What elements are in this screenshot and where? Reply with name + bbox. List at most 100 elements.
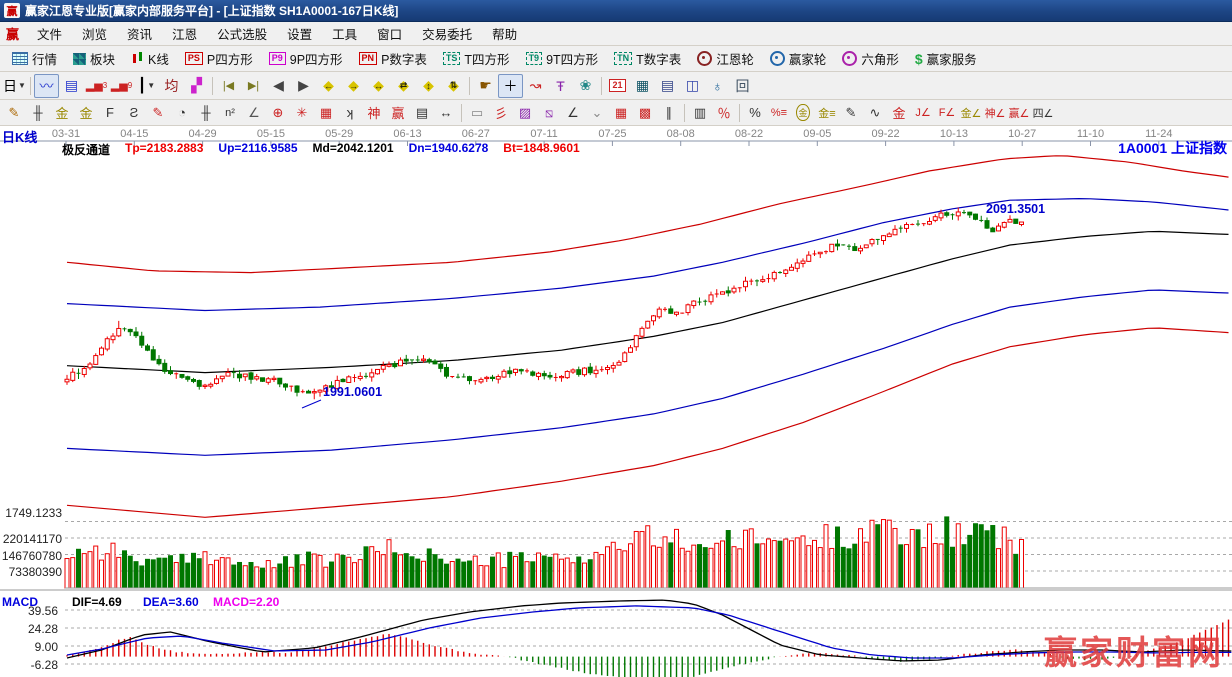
grid-box[interactable]: ▩ bbox=[633, 102, 657, 124]
pattern-tool[interactable]: ❀ bbox=[573, 74, 598, 98]
nav-prev[interactable]: ◀ bbox=[266, 74, 291, 98]
gann-t-tool[interactable]: Ŧ bbox=[548, 74, 573, 98]
chart-area[interactable]: 03-31 04-15 04-29 05-15 05-29 06-13 06-27 07-11… bbox=[0, 126, 1232, 677]
hand-tool[interactable]: ☛ bbox=[473, 74, 498, 98]
winner-angle[interactable]: 赢∠ bbox=[1007, 102, 1031, 124]
k-marker[interactable]: ʞ bbox=[338, 102, 362, 124]
gann-grid-box[interactable]: ▦ bbox=[314, 102, 338, 124]
fib-grid[interactable]: F bbox=[98, 102, 122, 124]
pen-candle[interactable]: ✎ bbox=[839, 102, 863, 124]
calculator[interactable]: ▦ bbox=[630, 74, 655, 98]
toolbar-button-T数字表[interactable]: TN T数字表 bbox=[606, 46, 689, 71]
gold-circle-icon: 金 bbox=[796, 104, 810, 121]
crosshair-tool[interactable]: ＋ bbox=[498, 73, 523, 98]
toolbar-button-江恩轮[interactable]: 江恩轮 bbox=[689, 46, 762, 71]
nav-last[interactable]: ▶| bbox=[241, 74, 266, 98]
gann-star[interactable]: ✳ bbox=[290, 102, 314, 124]
color-style[interactable]: ▞ bbox=[184, 74, 209, 98]
spiral-grid[interactable]: Ƨ bbox=[122, 102, 146, 124]
red-pen-grid[interactable]: ✎ bbox=[146, 102, 170, 124]
column-chart[interactable]: ▥ bbox=[688, 102, 712, 124]
zoom-y[interactable]: ◆ ↕ bbox=[416, 74, 441, 98]
toolbar-button-六角形[interactable]: 六角形 bbox=[834, 46, 907, 71]
menu-item[interactable]: 窗口 bbox=[377, 28, 403, 42]
memo[interactable]: ▤ bbox=[655, 74, 680, 98]
zoom-out-x[interactable]: ◆ ↔ bbox=[366, 74, 391, 98]
trend-angle[interactable]: ∠ bbox=[561, 102, 585, 124]
gold-lines[interactable]: 金≡ bbox=[815, 102, 839, 124]
gold-circle[interactable]: 金 bbox=[791, 102, 815, 124]
toolbar-button-行情[interactable]: 行情 bbox=[4, 46, 65, 71]
gold-support[interactable]: 金 bbox=[887, 102, 911, 124]
toolbar-button-9P四方形[interactable]: P9 9P四方形 bbox=[261, 46, 351, 71]
menu-item[interactable]: 帮助 bbox=[492, 28, 518, 42]
menu-item[interactable]: 公式选股 bbox=[217, 28, 268, 42]
menu-item[interactable]: 资讯 bbox=[127, 28, 153, 42]
fan-lines[interactable]: 彡 bbox=[489, 102, 513, 124]
price-grid[interactable]: ╫ bbox=[194, 102, 218, 124]
grid-scale[interactable]: ╫ bbox=[26, 102, 50, 124]
toolbar-button-K线[interactable]: K线 bbox=[123, 46, 177, 71]
kline-chart-canvas[interactable]: 03-31 04-15 04-29 05-15 05-29 06-13 06-27 07-11… bbox=[0, 126, 1232, 677]
red-grid[interactable]: ▦ bbox=[609, 102, 633, 124]
swap-x[interactable]: ◆ ⇄ bbox=[391, 74, 416, 98]
swap-y[interactable]: ◆ ⇅ bbox=[441, 74, 466, 98]
pen-tool[interactable]: ✎ bbox=[2, 102, 26, 124]
menu-item[interactable]: 江恩 bbox=[172, 28, 198, 42]
toolbar-button-板块[interactable]: 板块 bbox=[65, 46, 123, 71]
menu-item[interactable]: 工具 bbox=[332, 28, 358, 42]
indicator-editor[interactable]: 均 bbox=[159, 74, 184, 98]
ma-3[interactable]: ▂▅ 3 bbox=[84, 74, 109, 98]
menu-item[interactable]: 文件 bbox=[37, 28, 63, 42]
gann-circle[interactable]: ⊕ bbox=[266, 102, 290, 124]
info-panel[interactable]: ▤ bbox=[59, 74, 84, 98]
send-web[interactable]: ♁ bbox=[705, 74, 730, 98]
percent-lines[interactable]: %≡ bbox=[767, 102, 791, 124]
ruler-123[interactable]: ▤ bbox=[410, 102, 434, 124]
gold-angle[interactable]: 金∠ bbox=[959, 102, 983, 124]
ma-9[interactable]: ▂▅ 9 bbox=[109, 74, 134, 98]
wave-box[interactable]: ∿ bbox=[863, 102, 887, 124]
toolbar-button-9T四方形[interactable]: T9 9T四方形 bbox=[518, 46, 607, 71]
shift-left[interactable]: ◆ ← bbox=[316, 74, 341, 98]
print[interactable]: 回 bbox=[730, 74, 755, 98]
menu-item[interactable]: 交易委托 bbox=[422, 28, 473, 42]
nav-first[interactable]: |◀ bbox=[216, 74, 241, 98]
j-angle[interactable]: J∠ bbox=[911, 102, 935, 124]
parallel-lines[interactable]: ∥ bbox=[657, 102, 681, 124]
f-angle[interactable]: F∠ bbox=[935, 102, 959, 124]
toolbar-button-赢家轮[interactable]: 赢家轮 bbox=[762, 46, 835, 71]
toolbar-button-P四方形[interactable]: PS P四方形 bbox=[177, 46, 261, 71]
box-tool[interactable]: ▭ bbox=[465, 102, 489, 124]
gold-grid-1[interactable]: 金 bbox=[50, 102, 74, 124]
angle-tool[interactable]: ∠ bbox=[242, 102, 266, 124]
toolbar-button-P数字表[interactable]: PN P数字表 bbox=[351, 46, 435, 71]
box-fan[interactable]: ▨ bbox=[513, 102, 537, 124]
candle-style[interactable]: ┃ ▼ bbox=[134, 74, 159, 98]
calendar[interactable]: 21 bbox=[605, 74, 630, 98]
time-circle[interactable]: ◔ bbox=[170, 102, 194, 124]
wave-marks[interactable]: ⌄ bbox=[585, 102, 609, 124]
magic-angle[interactable]: 神∠ bbox=[983, 102, 1007, 124]
save[interactable]: ◫ bbox=[680, 74, 705, 98]
box-diagonal[interactable]: ⧅ bbox=[537, 102, 561, 124]
period-selector[interactable]: 日 ▼ bbox=[2, 74, 27, 98]
toolbar-button-赢家服务[interactable]: $ 赢家服务 bbox=[907, 46, 985, 71]
app-menu-icon[interactable]: 赢 bbox=[6, 27, 20, 42]
measure-x[interactable]: ↔ bbox=[434, 102, 458, 124]
menu-item[interactable]: 浏览 bbox=[82, 28, 108, 42]
toolbar-button-T四方形[interactable]: TS T四方形 bbox=[435, 46, 518, 71]
channel-value: Tp=2183.2883 bbox=[125, 141, 204, 155]
channel-overlay[interactable]: 〰 bbox=[34, 73, 59, 98]
shift-right[interactable]: ◆ → bbox=[341, 74, 366, 98]
gold-grid-2[interactable]: 金 bbox=[74, 102, 98, 124]
magic-grid[interactable]: 神 bbox=[362, 102, 386, 124]
menu-item[interactable]: 设置 bbox=[287, 28, 313, 42]
percent-wave[interactable]: ％ bbox=[712, 102, 736, 124]
polyline-tool[interactable]: ↝ bbox=[523, 74, 548, 98]
winner-grid[interactable]: 赢 bbox=[386, 102, 410, 124]
nav-next[interactable]: ▶ bbox=[291, 74, 316, 98]
percent[interactable]: % bbox=[743, 102, 767, 124]
four-angle[interactable]: 四∠ bbox=[1031, 102, 1055, 124]
square-of-nine[interactable]: n² bbox=[218, 102, 242, 124]
